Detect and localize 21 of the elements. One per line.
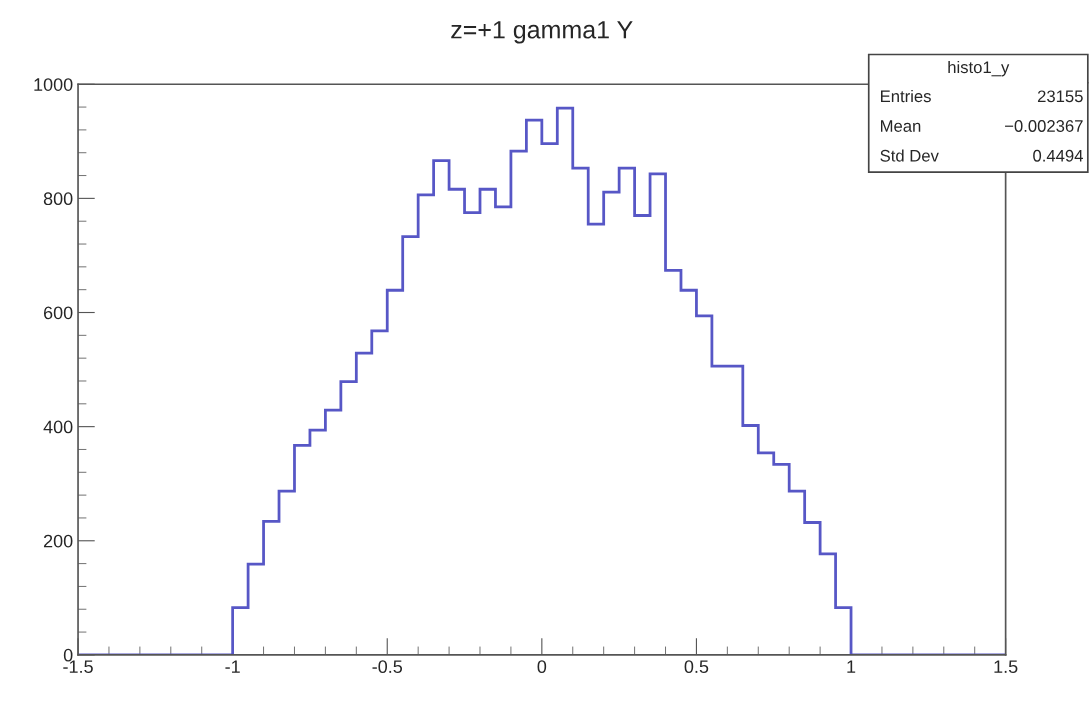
x-tick-label: 0.5 [684,660,709,674]
annotation: Mean [881,120,921,132]
x-tick-label: -1 [225,660,240,673]
annotation: Entries [881,89,931,103]
text: 23155 [1037,90,1083,103]
y-tick-label: 400 [43,420,73,434]
x-tick-label: 1 [847,660,856,673]
y-tick-label: 1000 [34,78,73,91]
x-tick-label: 0 [537,660,547,674]
y-tick-label: 800 [43,192,73,206]
x-tick-label: -0.5 [372,660,403,674]
annotation: Std Dev [880,149,939,162]
y-tick-label: 0 [63,648,73,662]
text: histo1_y [948,60,1010,77]
y-tick-label: 600 [43,306,73,320]
annotation: −0.002367 [1005,120,1083,132]
x-tick-label: 1.5 [994,660,1018,674]
chart-title: z=+1 gamma1 Y [451,21,633,44]
text: 0.4494 [1033,149,1083,162]
y-tick-label: 200 [43,534,73,548]
x-tick-label: -1.5 [63,660,93,674]
